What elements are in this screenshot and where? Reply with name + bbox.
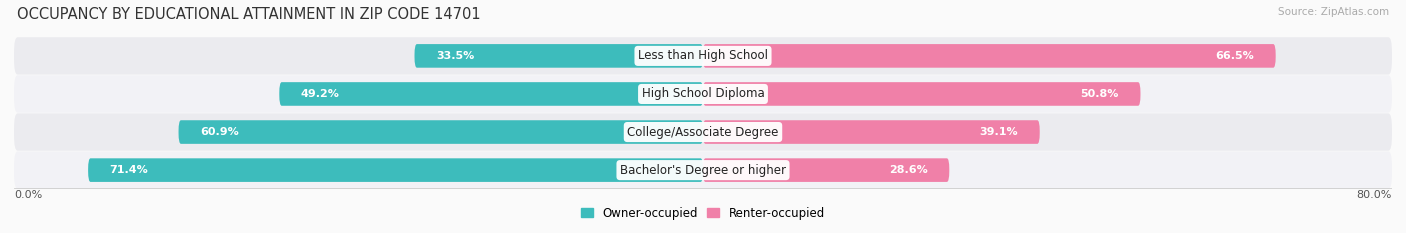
Text: 50.8%: 50.8% bbox=[1081, 89, 1119, 99]
Text: 60.9%: 60.9% bbox=[200, 127, 239, 137]
Text: 80.0%: 80.0% bbox=[1357, 190, 1392, 200]
Text: 39.1%: 39.1% bbox=[980, 127, 1018, 137]
FancyBboxPatch shape bbox=[89, 158, 703, 182]
FancyBboxPatch shape bbox=[703, 120, 1039, 144]
FancyBboxPatch shape bbox=[14, 113, 1392, 151]
FancyBboxPatch shape bbox=[415, 44, 703, 68]
Text: 0.0%: 0.0% bbox=[14, 190, 42, 200]
Text: Source: ZipAtlas.com: Source: ZipAtlas.com bbox=[1278, 7, 1389, 17]
Text: Less than High School: Less than High School bbox=[638, 49, 768, 62]
FancyBboxPatch shape bbox=[703, 82, 1140, 106]
Text: 71.4%: 71.4% bbox=[110, 165, 149, 175]
FancyBboxPatch shape bbox=[14, 151, 1392, 189]
Legend: Owner-occupied, Renter-occupied: Owner-occupied, Renter-occupied bbox=[581, 206, 825, 219]
Text: College/Associate Degree: College/Associate Degree bbox=[627, 126, 779, 139]
Text: 49.2%: 49.2% bbox=[301, 89, 340, 99]
FancyBboxPatch shape bbox=[179, 120, 703, 144]
FancyBboxPatch shape bbox=[14, 37, 1392, 75]
Text: Bachelor's Degree or higher: Bachelor's Degree or higher bbox=[620, 164, 786, 177]
FancyBboxPatch shape bbox=[703, 44, 1275, 68]
FancyBboxPatch shape bbox=[280, 82, 703, 106]
Text: 28.6%: 28.6% bbox=[889, 165, 928, 175]
FancyBboxPatch shape bbox=[703, 158, 949, 182]
Text: OCCUPANCY BY EDUCATIONAL ATTAINMENT IN ZIP CODE 14701: OCCUPANCY BY EDUCATIONAL ATTAINMENT IN Z… bbox=[17, 7, 481, 22]
Text: 33.5%: 33.5% bbox=[436, 51, 474, 61]
Text: 66.5%: 66.5% bbox=[1215, 51, 1254, 61]
Text: High School Diploma: High School Diploma bbox=[641, 87, 765, 100]
FancyBboxPatch shape bbox=[14, 75, 1392, 113]
